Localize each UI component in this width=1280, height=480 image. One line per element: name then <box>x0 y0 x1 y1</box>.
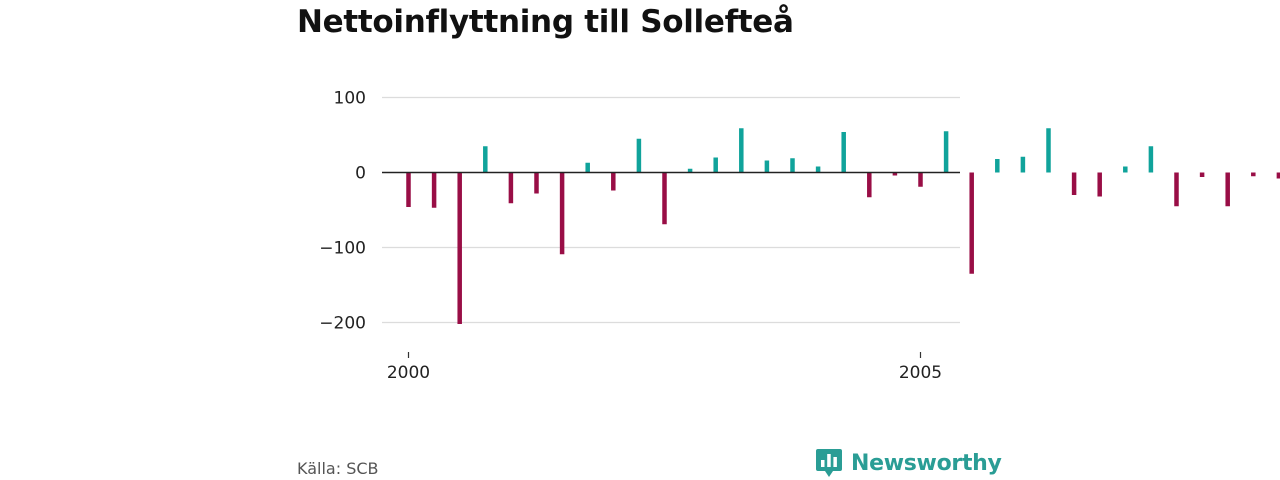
bar <box>431 172 437 208</box>
bar <box>406 172 411 207</box>
bar <box>1097 172 1102 197</box>
newsworthy-logo[interactable]: Newsworthy <box>815 447 1002 479</box>
bar <box>918 172 923 187</box>
bar-chart-icon <box>816 449 842 477</box>
bar <box>483 146 488 173</box>
bar <box>1251 172 1256 177</box>
bar <box>662 172 667 225</box>
y-tick-label: −100 <box>319 239 366 259</box>
bar <box>969 172 974 274</box>
bar <box>1276 172 1280 179</box>
bar <box>1148 146 1154 173</box>
bar <box>943 131 949 173</box>
chart-title: Nettoinflyttning till Sollefteå <box>297 4 794 40</box>
bar <box>867 172 872 198</box>
y-tick-label: 0 <box>355 164 366 184</box>
x-axis-ticks: 200020052010201520202025 <box>387 352 942 383</box>
brand-name: Newsworthy <box>851 450 1002 476</box>
bars <box>406 128 1280 324</box>
bar <box>1046 128 1051 173</box>
y-tick-label: −200 <box>319 314 366 334</box>
bar <box>534 172 539 194</box>
bar <box>764 160 770 173</box>
bar <box>815 166 821 173</box>
bar <box>1123 166 1128 173</box>
bar <box>892 172 898 176</box>
bar <box>611 172 616 191</box>
bar <box>457 172 462 324</box>
y-tick-label: 100 <box>334 89 366 109</box>
y-axis-ticks: 100 0 −100 −200 <box>319 89 366 334</box>
source-label: Källa: SCB <box>297 459 379 478</box>
bar <box>636 138 642 173</box>
gridlines <box>382 96 960 324</box>
bar <box>585 162 590 173</box>
bar <box>1174 172 1179 207</box>
bar <box>739 128 744 173</box>
x-tick-label: 2005 <box>899 363 942 383</box>
bar <box>790 158 795 173</box>
bar <box>1071 172 1077 195</box>
bar <box>713 157 718 173</box>
bar <box>559 172 565 255</box>
x-tick-label: 2000 <box>387 363 430 383</box>
bar <box>995 159 1000 173</box>
bar <box>841 132 846 173</box>
bar <box>1020 156 1026 173</box>
bar <box>508 172 514 204</box>
bar <box>687 168 693 173</box>
bar <box>1199 172 1205 177</box>
bar <box>1225 172 1230 207</box>
